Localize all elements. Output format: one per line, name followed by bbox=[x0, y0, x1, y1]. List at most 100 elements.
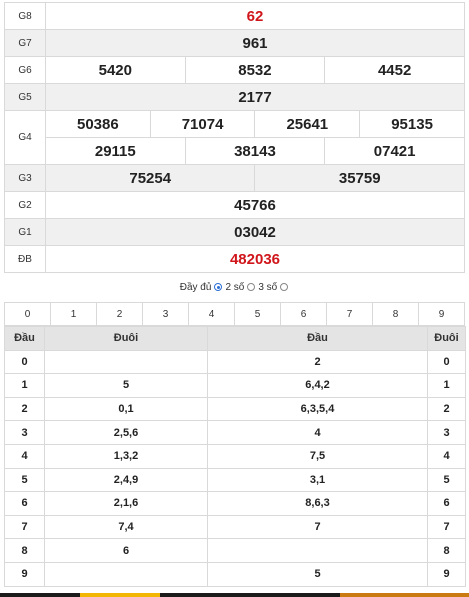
dau-cell: 7 bbox=[4, 514, 45, 540]
table-row: 6 2,1,6 8,6,3 6 bbox=[4, 491, 466, 516]
prize-row-g7: G7 961 bbox=[4, 29, 465, 57]
dau-cell: 8 bbox=[4, 538, 45, 563]
digit-8[interactable]: 8 bbox=[372, 302, 419, 326]
dau-cell: 6 bbox=[4, 491, 45, 516]
dau-values-cell: 6,3,5,4 bbox=[207, 396, 428, 422]
prize-number: 45766 bbox=[45, 191, 465, 219]
digit-3[interactable]: 3 bbox=[142, 302, 189, 326]
duoi-cell: 7,4 bbox=[44, 514, 208, 540]
digit-selector: 0 1 2 3 4 5 6 7 8 9 bbox=[4, 302, 465, 326]
radio-two[interactable] bbox=[247, 283, 256, 291]
dau-cell: 0 bbox=[4, 349, 45, 375]
digit-4[interactable]: 4 bbox=[188, 302, 235, 326]
prize-number: 38143 bbox=[184, 137, 326, 165]
prize-row-g4: G4 50386 71074 25641 95135 bbox=[4, 110, 465, 165]
dau-values-cell: 4 bbox=[207, 420, 428, 445]
prize-label: G3 bbox=[4, 164, 46, 192]
prize-number: 03042 bbox=[45, 218, 465, 246]
digit-6[interactable]: 6 bbox=[280, 302, 327, 326]
prize-number: 961 bbox=[45, 29, 465, 57]
header-dau-2: Đầu bbox=[207, 326, 428, 351]
option-full-label: Đầy đủ bbox=[179, 281, 212, 293]
head-tail-header: Đầu Đuôi Đầu Đuôi bbox=[4, 326, 466, 351]
duoi-cell: 5 bbox=[44, 373, 208, 398]
dau-values-cell: 2 bbox=[207, 349, 428, 375]
head-tail-table: Đầu Đuôi Đầu Đuôi 0 2 0 1 5 6,4,2 1 2 0,1 6,3,5,4… bbox=[4, 326, 466, 587]
option-two-label: 2 số bbox=[225, 281, 245, 293]
prize-number: 8532 bbox=[184, 56, 326, 84]
dau-cell: 4 bbox=[4, 443, 45, 469]
dau-cell: 9 bbox=[4, 561, 45, 587]
prize-label: G7 bbox=[4, 29, 46, 57]
prize-row-g3: G3 75254 35759 bbox=[4, 164, 465, 192]
dau-values-cell bbox=[207, 538, 428, 563]
prize-number: 25641 bbox=[254, 110, 361, 138]
prize-number: 2177 bbox=[45, 83, 465, 111]
prize-number: 75254 bbox=[44, 164, 256, 192]
table-row: 4 1,3,2 7,5 4 bbox=[4, 443, 466, 469]
digit-7[interactable]: 7 bbox=[326, 302, 373, 326]
header-duoi-2: Đuôi bbox=[427, 326, 466, 351]
duoi-cell bbox=[44, 349, 208, 375]
prize-number: 482036 bbox=[45, 245, 465, 273]
prize-number: 29115 bbox=[45, 137, 186, 165]
dau-cell: 1 bbox=[4, 373, 45, 398]
digit-1[interactable]: 1 bbox=[50, 302, 97, 326]
dau-cell: 3 bbox=[4, 420, 45, 445]
dau-cell: 2 bbox=[4, 396, 45, 422]
duoi-index-cell: 0 bbox=[427, 349, 466, 375]
bottom-banner-strip bbox=[0, 593, 469, 597]
duoi-index-cell: 9 bbox=[427, 561, 466, 587]
prize-label: ĐB bbox=[4, 245, 46, 273]
prize-number: 07421 bbox=[324, 137, 465, 165]
duoi-cell: 2,5,6 bbox=[44, 420, 208, 445]
results-table: G8 62 G7 961 G6 5420 8532 4452 G5 2177 G… bbox=[4, 2, 465, 273]
radio-full[interactable] bbox=[214, 283, 223, 291]
prize-number: 50386 bbox=[45, 110, 151, 138]
duoi-cell: 2,1,6 bbox=[44, 491, 208, 516]
prize-label: G8 bbox=[4, 2, 46, 30]
duoi-cell: 2,4,9 bbox=[44, 467, 208, 493]
table-row: 5 2,4,9 3,1 5 bbox=[4, 467, 466, 493]
prize-number: 5420 bbox=[45, 56, 186, 84]
dau-values-cell: 6,4,2 bbox=[207, 373, 428, 398]
digit-5[interactable]: 5 bbox=[234, 302, 281, 326]
table-row: 7 7,4 7 7 bbox=[4, 514, 466, 540]
dau-values-cell: 7 bbox=[207, 514, 428, 540]
duoi-index-cell: 6 bbox=[427, 491, 466, 516]
table-row: 3 2,5,6 4 3 bbox=[4, 420, 466, 445]
digit-2[interactable]: 2 bbox=[96, 302, 143, 326]
prize-row-g8: G8 62 bbox=[4, 2, 465, 30]
display-options: Đầy đủ 2 số 3 số bbox=[4, 276, 465, 298]
header-dau: Đầu bbox=[4, 326, 45, 351]
prize-label: G1 bbox=[4, 218, 46, 246]
prize-row-g4-b: 29115 38143 07421 bbox=[5, 137, 465, 165]
prize-number: 71074 bbox=[149, 110, 256, 138]
dau-values-cell: 3,1 bbox=[207, 467, 428, 493]
table-row: 2 0,1 6,3,5,4 2 bbox=[4, 396, 466, 422]
prize-row-g2: G2 45766 bbox=[4, 191, 465, 219]
dau-cell: 5 bbox=[4, 467, 45, 493]
duoi-index-cell: 4 bbox=[427, 443, 466, 469]
dau-values-cell: 5 bbox=[207, 561, 428, 587]
dau-values-cell: 8,6,3 bbox=[207, 491, 428, 516]
prize-row-g5: G5 2177 bbox=[4, 83, 465, 111]
duoi-index-cell: 1 bbox=[427, 373, 466, 398]
duoi-index-cell: 3 bbox=[427, 420, 466, 445]
duoi-index-cell: 7 bbox=[427, 514, 466, 540]
prize-row-db: ĐB 482036 bbox=[4, 245, 465, 273]
prize-label: G6 bbox=[4, 56, 46, 84]
duoi-cell: 1,3,2 bbox=[44, 443, 208, 469]
digit-9[interactable]: 9 bbox=[418, 302, 465, 326]
duoi-index-cell: 5 bbox=[427, 467, 466, 493]
table-row: 1 5 6,4,2 1 bbox=[4, 373, 466, 398]
header-duoi: Đuôi bbox=[44, 326, 208, 351]
prize-label: G5 bbox=[4, 83, 46, 111]
duoi-index-cell: 2 bbox=[427, 396, 466, 422]
duoi-cell: 6 bbox=[44, 538, 208, 563]
duoi-cell: 0,1 bbox=[44, 396, 208, 422]
digit-0[interactable]: 0 bbox=[4, 302, 51, 326]
radio-three[interactable] bbox=[280, 283, 289, 291]
